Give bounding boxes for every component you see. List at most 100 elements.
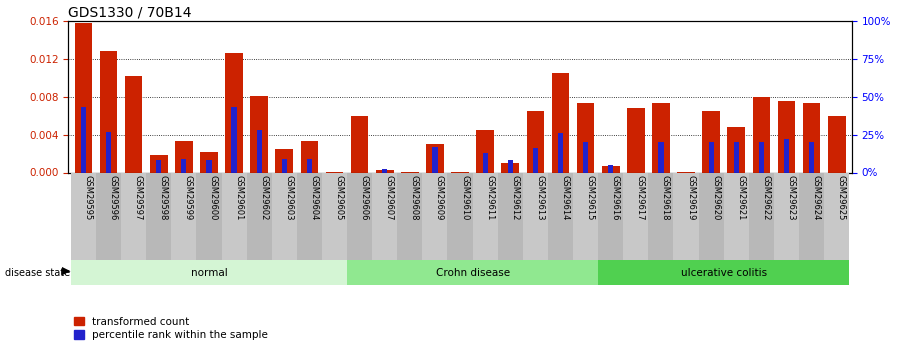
Bar [225, 53, 243, 172]
Bar [451, 171, 469, 172]
Bar [275, 149, 293, 172]
Text: GSM29623: GSM29623 [786, 175, 795, 221]
Text: GSM29598: GSM29598 [159, 175, 168, 220]
Text: GSM29597: GSM29597 [134, 175, 143, 220]
Bar [251, 96, 268, 172]
Text: GSM29602: GSM29602 [259, 175, 268, 220]
Text: GSM29604: GSM29604 [310, 175, 318, 220]
Bar [803, 103, 821, 172]
Bar [759, 142, 764, 172]
Text: GSM29621: GSM29621 [736, 175, 745, 220]
Bar [677, 171, 695, 172]
Bar [326, 171, 343, 172]
Bar [652, 103, 670, 172]
Bar [828, 116, 845, 172]
Bar [146, 172, 171, 260]
Text: GSM29613: GSM29613 [536, 175, 545, 221]
Bar [175, 141, 192, 172]
Bar [583, 142, 589, 172]
Bar [150, 155, 168, 172]
Bar [723, 172, 749, 260]
Bar [81, 107, 86, 172]
Bar [501, 163, 519, 172]
Bar [749, 172, 774, 260]
Text: GSM29610: GSM29610 [460, 175, 469, 220]
Bar [322, 172, 347, 260]
Text: GSM29617: GSM29617 [636, 175, 645, 221]
Bar [507, 160, 513, 172]
Bar [533, 148, 538, 172]
Bar [552, 73, 569, 172]
Bar [699, 172, 723, 260]
Bar [301, 141, 318, 172]
Bar [659, 142, 663, 172]
Text: GSM29619: GSM29619 [686, 175, 695, 220]
Text: GSM29612: GSM29612 [510, 175, 519, 220]
Bar [548, 172, 573, 260]
Bar [433, 147, 437, 172]
Bar [728, 127, 745, 172]
Text: GSM29599: GSM29599 [184, 175, 193, 220]
Bar [351, 116, 368, 172]
Text: GSM29615: GSM29615 [586, 175, 595, 220]
Text: GSM29605: GSM29605 [334, 175, 343, 220]
Text: GSM29596: GSM29596 [108, 175, 118, 220]
Bar [809, 142, 814, 172]
Bar [752, 97, 770, 172]
Text: GSM29607: GSM29607 [384, 175, 394, 221]
Bar [573, 172, 599, 260]
Text: GSM29620: GSM29620 [711, 175, 721, 220]
Bar [497, 172, 523, 260]
Bar [523, 172, 548, 260]
Bar [96, 172, 121, 260]
Bar [382, 169, 387, 172]
Bar [373, 172, 397, 260]
Bar [206, 160, 211, 172]
Text: GSM29601: GSM29601 [234, 175, 243, 220]
Text: normal: normal [190, 268, 228, 277]
Bar [426, 144, 444, 172]
Bar [271, 172, 297, 260]
Bar [200, 152, 218, 172]
Bar [125, 76, 142, 172]
Text: GSM29611: GSM29611 [486, 175, 494, 220]
Bar [347, 260, 599, 285]
Bar [71, 260, 347, 285]
Bar [733, 142, 739, 172]
Bar [247, 172, 271, 260]
Bar [623, 172, 649, 260]
Bar [608, 165, 613, 172]
Bar [527, 111, 544, 172]
Text: GSM29614: GSM29614 [560, 175, 569, 220]
Bar [602, 166, 619, 172]
Bar [71, 172, 96, 260]
Bar [476, 130, 494, 172]
Bar [181, 159, 187, 172]
Bar [307, 159, 312, 172]
Bar [673, 172, 699, 260]
Text: GSM29595: GSM29595 [84, 175, 92, 220]
Bar [627, 108, 645, 172]
Bar [558, 133, 563, 172]
Bar [281, 159, 287, 172]
Text: GSM29609: GSM29609 [435, 175, 444, 220]
Text: Crohn disease: Crohn disease [435, 268, 509, 277]
Text: GSM29616: GSM29616 [610, 175, 619, 221]
Text: ulcerative colitis: ulcerative colitis [681, 268, 767, 277]
Bar [774, 172, 799, 260]
Bar [599, 172, 623, 260]
Bar [297, 172, 322, 260]
Text: GSM29625: GSM29625 [836, 175, 845, 220]
Bar [824, 172, 849, 260]
Text: GSM29622: GSM29622 [762, 175, 771, 220]
Bar [709, 142, 714, 172]
Bar [171, 172, 197, 260]
Bar [483, 153, 487, 172]
Bar [221, 172, 247, 260]
Text: GSM29618: GSM29618 [661, 175, 670, 221]
Text: disease state: disease state [5, 268, 69, 277]
Bar [447, 172, 473, 260]
Bar [577, 103, 594, 172]
Bar [397, 172, 423, 260]
Bar [799, 172, 824, 260]
